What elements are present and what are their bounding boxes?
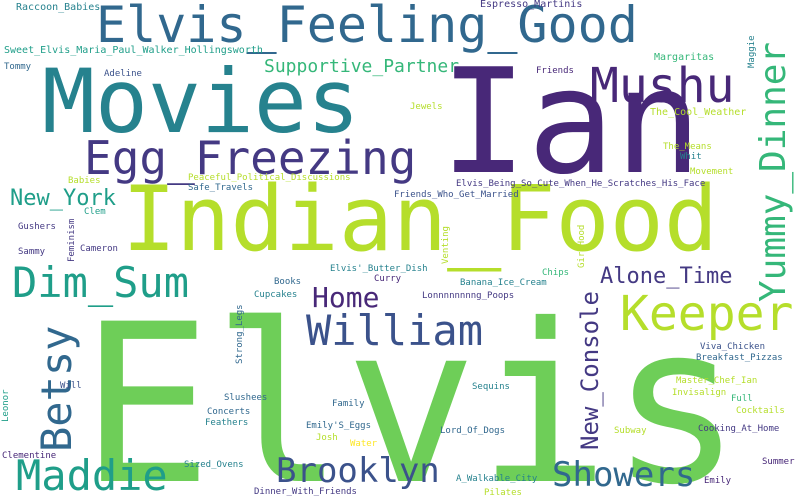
word: Home (312, 281, 380, 314)
word: Water (350, 439, 378, 449)
word: Strong_Legs (235, 304, 245, 364)
word: Subway (614, 426, 647, 436)
word: Ian (440, 38, 702, 207)
word: Cooking_At_Home (698, 424, 780, 434)
word: Sized_Ovens (184, 460, 244, 470)
word: Gushers (18, 222, 56, 232)
word: Breakfast_Pizzas (696, 353, 783, 363)
word: Adeline (104, 69, 142, 79)
word: Master_Chef_Ian (676, 376, 758, 386)
word: Lord_Of_Dogs (440, 426, 506, 436)
word: Mushu (590, 58, 735, 114)
word: New_York (10, 186, 116, 211)
word: Jewels (410, 102, 443, 112)
word: Yummy_Dinner (753, 41, 794, 302)
word: Slushees (224, 393, 268, 403)
word: Will (60, 381, 82, 391)
word: Feminism (67, 218, 77, 262)
word: New_Console (576, 291, 604, 450)
word: Egg_Freezing (84, 131, 417, 185)
word: Elvis (80, 277, 743, 500)
word: Full (731, 394, 753, 404)
word: Cameron (80, 244, 118, 254)
word: Maggie (747, 35, 757, 68)
word: Brooklyn (276, 451, 440, 491)
word: Maddie (16, 451, 168, 500)
word: Emily (704, 476, 732, 486)
word: Sequins (472, 382, 510, 392)
word: Clementine (2, 451, 57, 461)
word: Espresso_Martinis (480, 0, 583, 10)
word: Pilates (484, 488, 522, 498)
word: Movement (690, 167, 734, 177)
word: Elvis'_Butter_Dish (330, 264, 428, 274)
word: Cupcakes (254, 290, 298, 300)
word: William (306, 306, 484, 355)
word: Dim_Sum (12, 258, 190, 307)
word: Family (332, 399, 365, 409)
word: Supportive_Partner (264, 56, 460, 77)
word: Banana_Ice_Cream (460, 278, 547, 288)
word: Elvis_Being_So_Cute_When_He_Scratches_Hi… (456, 179, 706, 189)
word: Josh (316, 433, 338, 443)
word: Sweet_Elvis_Maria_Paul_Walker_Hollingswo… (4, 45, 263, 56)
word: Tommy (4, 62, 32, 72)
word: GirlHood (577, 224, 587, 268)
word: Indian_Food (122, 167, 719, 272)
word: Chips (542, 268, 570, 278)
word: Showers (552, 455, 696, 495)
word: Feathers (205, 418, 249, 428)
word: A_Walkable_City (456, 474, 538, 484)
word: Summer (762, 457, 795, 467)
word: Babies (68, 176, 101, 186)
word: Viva_Chicken (700, 342, 766, 352)
word: Books (274, 277, 302, 287)
word: Clem (84, 207, 106, 217)
word: Alone_Time (600, 264, 733, 289)
word: Friends_Who_Get_Married (394, 190, 519, 200)
word: Sammy (18, 247, 46, 257)
word: The_Means (663, 142, 712, 152)
word: Emily'S_Eggs (306, 421, 372, 431)
word: Peaceful_Political_Discussions (188, 173, 351, 183)
word: Lonnnnnnnng_Poops (422, 291, 515, 301)
word: Cocktails (736, 406, 785, 416)
word: Keeper (620, 286, 794, 342)
word: Friends (536, 66, 574, 76)
word: Raccoon_Babies (16, 2, 101, 13)
word: Movies (42, 50, 360, 153)
word: Dinner_With_Friends (254, 487, 357, 497)
word: Margaritas (654, 52, 715, 63)
word: Leonor (1, 389, 11, 422)
word: Whit (680, 152, 702, 162)
word: Venting (441, 226, 451, 264)
word: Invisalign (672, 388, 727, 398)
word: Safe_Travels (188, 183, 254, 193)
word: Curry (374, 274, 402, 284)
word: The_Cool_Weather (650, 107, 747, 118)
word: Elvis_Feeling_Good (96, 0, 638, 54)
word: Concerts (207, 407, 251, 417)
